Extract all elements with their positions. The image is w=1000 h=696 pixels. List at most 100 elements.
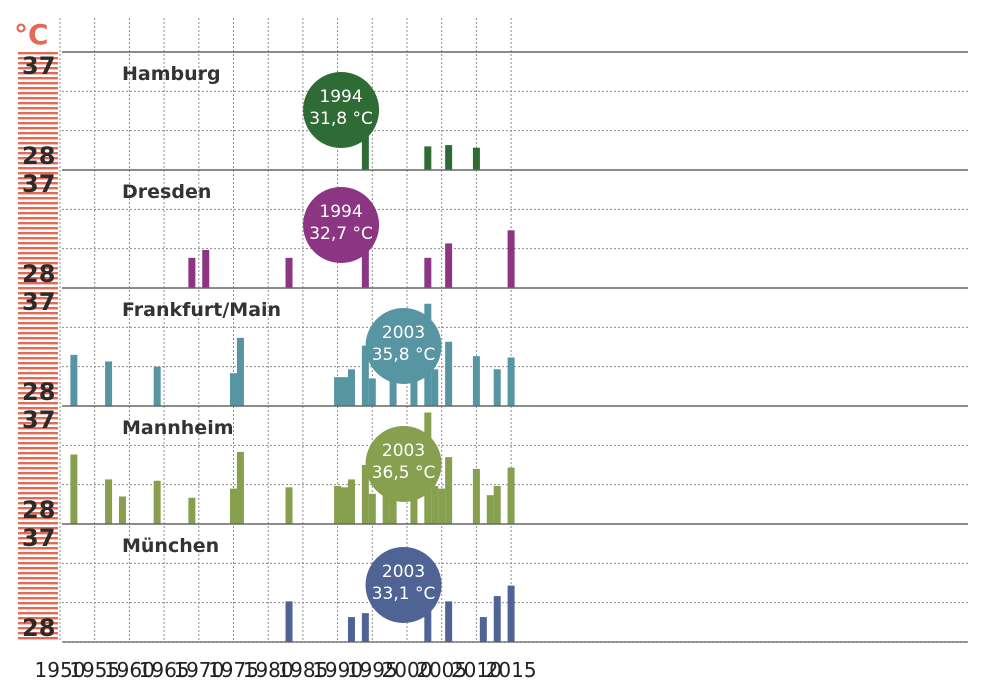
bar — [424, 257, 432, 288]
bar — [424, 146, 432, 170]
annotation-year: 1994 — [319, 202, 362, 222]
scale-stripe — [18, 52, 58, 55]
scale-stripe — [18, 77, 58, 80]
scale-stripe — [18, 222, 58, 225]
scale-stripe — [18, 187, 58, 190]
bar — [486, 495, 494, 524]
bar — [347, 369, 355, 406]
scale-stripe — [18, 112, 58, 115]
annotation-value: 33,1 °C — [372, 584, 436, 604]
scale-stripe — [18, 632, 58, 635]
scale-stripe — [18, 552, 58, 555]
scale-stripe — [18, 432, 58, 435]
scale-stripe — [18, 342, 58, 345]
bar — [493, 596, 501, 642]
bar — [507, 467, 515, 524]
scale-stripe — [18, 152, 58, 155]
bar — [507, 585, 515, 642]
scale-stripe — [18, 322, 58, 325]
bar — [285, 601, 293, 642]
scale-stripe — [18, 617, 58, 620]
scale-stripe — [18, 482, 58, 485]
scale-stripe — [18, 172, 58, 175]
annotation-year: 2003 — [382, 441, 425, 461]
scale-stripe — [18, 337, 58, 340]
scale-stripe — [18, 587, 58, 590]
annotation-value: 31,8 °C — [309, 109, 373, 129]
ytick-37: 37 — [22, 170, 55, 198]
bar — [361, 613, 369, 642]
scale-stripe — [18, 367, 58, 370]
scale-stripe — [18, 577, 58, 580]
scale-stripe — [18, 92, 58, 95]
bar — [236, 337, 244, 406]
scale-stripe — [18, 467, 58, 470]
scale-stripe — [18, 302, 58, 305]
scale-stripe — [18, 182, 58, 185]
scale-stripe — [18, 637, 58, 640]
bar — [236, 451, 244, 524]
scale-stripe — [18, 472, 58, 475]
xtick-label: 1970 — [173, 658, 224, 682]
panel-title: Mannheim — [122, 417, 234, 439]
scale-stripe — [18, 237, 58, 240]
scale-stripe — [18, 447, 58, 450]
bar — [153, 480, 161, 524]
scale-stripe — [18, 87, 58, 90]
scale-stripe — [18, 612, 58, 615]
scale-stripe — [18, 377, 58, 380]
bar — [431, 485, 439, 524]
scale-stripe — [18, 562, 58, 565]
scale-stripe — [18, 387, 58, 390]
bar — [361, 226, 369, 288]
panel-title: Dresden — [122, 181, 211, 203]
ytick-28: 28 — [22, 142, 55, 170]
annotation-value: 36,5 °C — [372, 463, 436, 483]
bar — [368, 493, 376, 524]
scale-stripe — [18, 397, 58, 400]
scale-stripe — [18, 142, 58, 145]
scale-stripe — [18, 462, 58, 465]
bar — [507, 230, 515, 288]
ytick-28: 28 — [22, 378, 55, 406]
scale-stripe — [18, 102, 58, 105]
scale-stripe — [18, 347, 58, 350]
scale-stripe — [18, 202, 58, 205]
bar — [472, 468, 480, 524]
annotation-year: 2003 — [382, 562, 425, 582]
bar — [230, 373, 237, 406]
scale-stripe — [18, 407, 58, 410]
scale-stripe — [18, 117, 58, 120]
scale-stripe — [18, 502, 58, 505]
scale-stripe — [18, 57, 58, 60]
bar — [361, 345, 369, 406]
scale-stripe — [18, 532, 58, 535]
scale-stripe — [18, 437, 58, 440]
bar — [410, 485, 418, 524]
scale-stripe — [18, 67, 58, 70]
scale-stripe — [18, 442, 58, 445]
scale-stripe — [18, 207, 58, 210]
scale-stripe — [18, 122, 58, 125]
scale-stripe — [18, 272, 58, 275]
scale-stripe — [18, 72, 58, 75]
scale-stripe — [18, 312, 58, 315]
scale-stripe — [18, 382, 58, 385]
scale-stripe — [18, 412, 58, 415]
annotation-bubble — [365, 426, 442, 502]
bar — [188, 497, 196, 524]
ytick-28: 28 — [22, 496, 55, 524]
scale-stripe — [18, 97, 58, 100]
ytick-28: 28 — [22, 614, 55, 642]
bar — [445, 341, 453, 406]
scale-stripe — [18, 247, 58, 250]
bar — [347, 479, 355, 524]
scale-stripe — [18, 362, 58, 365]
scale-stripe — [18, 627, 58, 630]
bar — [202, 249, 210, 288]
panel-title: Frankfurt/Main — [122, 299, 281, 321]
bar — [188, 257, 196, 288]
scale-stripe — [18, 147, 58, 150]
scale-stripe — [18, 582, 58, 585]
